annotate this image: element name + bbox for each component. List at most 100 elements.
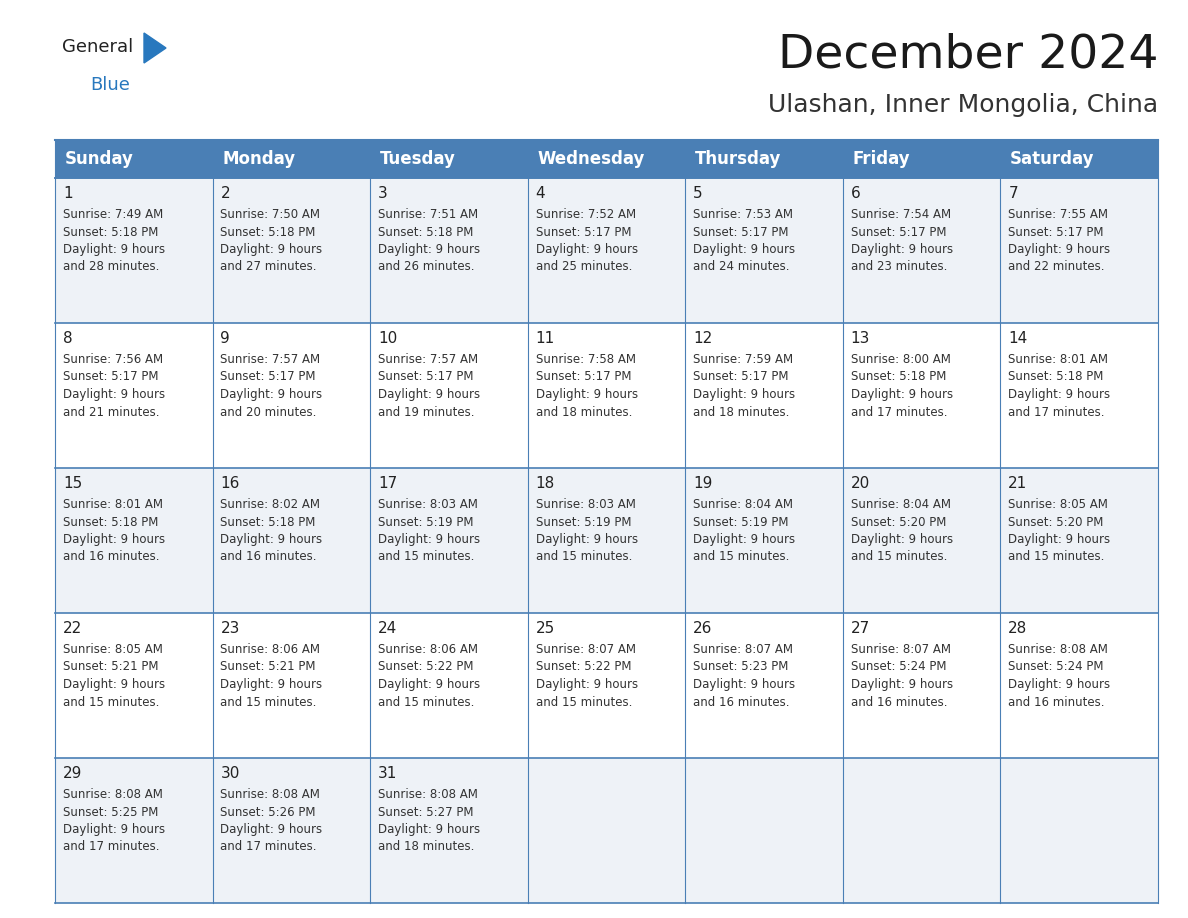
Bar — [1000, 613, 1158, 758]
Bar — [842, 140, 1000, 178]
Text: 18: 18 — [536, 476, 555, 491]
Text: 4: 4 — [536, 186, 545, 201]
Bar — [55, 468, 213, 613]
Text: Sunrise: 8:06 AM
Sunset: 5:21 PM
Daylight: 9 hours
and 15 minutes.: Sunrise: 8:06 AM Sunset: 5:21 PM Dayligh… — [221, 643, 323, 709]
Text: Ulashan, Inner Mongolia, China: Ulashan, Inner Mongolia, China — [767, 93, 1158, 117]
Text: Sunrise: 7:57 AM
Sunset: 5:17 PM
Daylight: 9 hours
and 19 minutes.: Sunrise: 7:57 AM Sunset: 5:17 PM Dayligh… — [378, 353, 480, 419]
Text: 23: 23 — [221, 621, 240, 636]
Bar — [527, 613, 685, 758]
Bar — [842, 178, 1000, 323]
Bar — [371, 140, 527, 178]
Bar — [371, 178, 527, 323]
Bar — [685, 178, 842, 323]
Text: 28: 28 — [1009, 621, 1028, 636]
Text: Sunrise: 8:08 AM
Sunset: 5:26 PM
Daylight: 9 hours
and 17 minutes.: Sunrise: 8:08 AM Sunset: 5:26 PM Dayligh… — [221, 788, 323, 854]
Text: Sunrise: 8:01 AM
Sunset: 5:18 PM
Daylight: 9 hours
and 17 minutes.: Sunrise: 8:01 AM Sunset: 5:18 PM Dayligh… — [1009, 353, 1111, 419]
Text: 9: 9 — [221, 331, 230, 346]
Text: Sunrise: 7:54 AM
Sunset: 5:17 PM
Daylight: 9 hours
and 23 minutes.: Sunrise: 7:54 AM Sunset: 5:17 PM Dayligh… — [851, 208, 953, 274]
Text: Sunrise: 8:07 AM
Sunset: 5:22 PM
Daylight: 9 hours
and 15 minutes.: Sunrise: 8:07 AM Sunset: 5:22 PM Dayligh… — [536, 643, 638, 709]
Text: Sunrise: 7:56 AM
Sunset: 5:17 PM
Daylight: 9 hours
and 21 minutes.: Sunrise: 7:56 AM Sunset: 5:17 PM Dayligh… — [63, 353, 165, 419]
Text: 29: 29 — [63, 766, 82, 781]
Bar — [1000, 758, 1158, 903]
Text: 26: 26 — [693, 621, 713, 636]
Text: Sunrise: 7:52 AM
Sunset: 5:17 PM
Daylight: 9 hours
and 25 minutes.: Sunrise: 7:52 AM Sunset: 5:17 PM Dayligh… — [536, 208, 638, 274]
Text: 24: 24 — [378, 621, 397, 636]
Text: Sunrise: 8:00 AM
Sunset: 5:18 PM
Daylight: 9 hours
and 17 minutes.: Sunrise: 8:00 AM Sunset: 5:18 PM Dayligh… — [851, 353, 953, 419]
Text: Sunrise: 8:03 AM
Sunset: 5:19 PM
Daylight: 9 hours
and 15 minutes.: Sunrise: 8:03 AM Sunset: 5:19 PM Dayligh… — [378, 498, 480, 564]
Text: December 2024: December 2024 — [777, 32, 1158, 77]
Text: Sunrise: 8:07 AM
Sunset: 5:24 PM
Daylight: 9 hours
and 16 minutes.: Sunrise: 8:07 AM Sunset: 5:24 PM Dayligh… — [851, 643, 953, 709]
Bar — [213, 758, 371, 903]
Bar — [371, 468, 527, 613]
Polygon shape — [144, 33, 166, 63]
Bar — [685, 140, 842, 178]
Text: 19: 19 — [693, 476, 713, 491]
Bar — [842, 323, 1000, 468]
Text: Sunrise: 7:51 AM
Sunset: 5:18 PM
Daylight: 9 hours
and 26 minutes.: Sunrise: 7:51 AM Sunset: 5:18 PM Dayligh… — [378, 208, 480, 274]
Text: 11: 11 — [536, 331, 555, 346]
Bar — [55, 613, 213, 758]
Text: Sunrise: 7:53 AM
Sunset: 5:17 PM
Daylight: 9 hours
and 24 minutes.: Sunrise: 7:53 AM Sunset: 5:17 PM Dayligh… — [693, 208, 795, 274]
Text: 2: 2 — [221, 186, 230, 201]
Bar — [213, 178, 371, 323]
Text: 15: 15 — [63, 476, 82, 491]
Text: 30: 30 — [221, 766, 240, 781]
Bar — [527, 140, 685, 178]
Bar — [1000, 140, 1158, 178]
Text: 12: 12 — [693, 331, 713, 346]
Text: 27: 27 — [851, 621, 870, 636]
Text: Sunrise: 8:01 AM
Sunset: 5:18 PM
Daylight: 9 hours
and 16 minutes.: Sunrise: 8:01 AM Sunset: 5:18 PM Dayligh… — [63, 498, 165, 564]
Text: 14: 14 — [1009, 331, 1028, 346]
Bar — [685, 468, 842, 613]
Text: Tuesday: Tuesday — [380, 150, 455, 168]
Text: Sunrise: 8:04 AM
Sunset: 5:19 PM
Daylight: 9 hours
and 15 minutes.: Sunrise: 8:04 AM Sunset: 5:19 PM Dayligh… — [693, 498, 795, 564]
Bar — [842, 758, 1000, 903]
Bar — [213, 140, 371, 178]
Text: 31: 31 — [378, 766, 398, 781]
Text: Sunrise: 8:07 AM
Sunset: 5:23 PM
Daylight: 9 hours
and 16 minutes.: Sunrise: 8:07 AM Sunset: 5:23 PM Dayligh… — [693, 643, 795, 709]
Text: 7: 7 — [1009, 186, 1018, 201]
Text: Sunrise: 8:08 AM
Sunset: 5:27 PM
Daylight: 9 hours
and 18 minutes.: Sunrise: 8:08 AM Sunset: 5:27 PM Dayligh… — [378, 788, 480, 854]
Text: Sunrise: 7:59 AM
Sunset: 5:17 PM
Daylight: 9 hours
and 18 minutes.: Sunrise: 7:59 AM Sunset: 5:17 PM Dayligh… — [693, 353, 795, 419]
Text: 3: 3 — [378, 186, 387, 201]
Text: 17: 17 — [378, 476, 397, 491]
Bar — [213, 323, 371, 468]
Text: 1: 1 — [63, 186, 72, 201]
Text: Friday: Friday — [852, 150, 910, 168]
Bar — [55, 140, 213, 178]
Text: Sunrise: 7:50 AM
Sunset: 5:18 PM
Daylight: 9 hours
and 27 minutes.: Sunrise: 7:50 AM Sunset: 5:18 PM Dayligh… — [221, 208, 323, 274]
Bar — [55, 178, 213, 323]
Text: 21: 21 — [1009, 476, 1028, 491]
Bar — [55, 323, 213, 468]
Text: 13: 13 — [851, 331, 870, 346]
Text: 22: 22 — [63, 621, 82, 636]
Text: 10: 10 — [378, 331, 397, 346]
Text: Sunrise: 8:08 AM
Sunset: 5:24 PM
Daylight: 9 hours
and 16 minutes.: Sunrise: 8:08 AM Sunset: 5:24 PM Dayligh… — [1009, 643, 1111, 709]
Bar — [527, 758, 685, 903]
Text: 8: 8 — [63, 331, 72, 346]
Bar — [213, 613, 371, 758]
Text: Sunrise: 8:04 AM
Sunset: 5:20 PM
Daylight: 9 hours
and 15 minutes.: Sunrise: 8:04 AM Sunset: 5:20 PM Dayligh… — [851, 498, 953, 564]
Text: Sunrise: 7:57 AM
Sunset: 5:17 PM
Daylight: 9 hours
and 20 minutes.: Sunrise: 7:57 AM Sunset: 5:17 PM Dayligh… — [221, 353, 323, 419]
Bar — [1000, 178, 1158, 323]
Bar — [1000, 323, 1158, 468]
Text: Monday: Monday — [222, 150, 295, 168]
Bar — [527, 468, 685, 613]
Bar — [685, 323, 842, 468]
Text: General: General — [62, 38, 133, 56]
Bar — [527, 323, 685, 468]
Bar — [842, 613, 1000, 758]
Text: Sunrise: 8:08 AM
Sunset: 5:25 PM
Daylight: 9 hours
and 17 minutes.: Sunrise: 8:08 AM Sunset: 5:25 PM Dayligh… — [63, 788, 165, 854]
Text: Thursday: Thursday — [695, 150, 782, 168]
Bar — [371, 613, 527, 758]
Text: Sunrise: 7:58 AM
Sunset: 5:17 PM
Daylight: 9 hours
and 18 minutes.: Sunrise: 7:58 AM Sunset: 5:17 PM Dayligh… — [536, 353, 638, 419]
Bar — [842, 468, 1000, 613]
Text: Sunrise: 8:05 AM
Sunset: 5:20 PM
Daylight: 9 hours
and 15 minutes.: Sunrise: 8:05 AM Sunset: 5:20 PM Dayligh… — [1009, 498, 1111, 564]
Text: Sunday: Sunday — [64, 150, 133, 168]
Bar — [371, 758, 527, 903]
Text: 20: 20 — [851, 476, 870, 491]
Text: Wednesday: Wednesday — [537, 150, 645, 168]
Bar — [1000, 468, 1158, 613]
Text: Sunrise: 7:49 AM
Sunset: 5:18 PM
Daylight: 9 hours
and 28 minutes.: Sunrise: 7:49 AM Sunset: 5:18 PM Dayligh… — [63, 208, 165, 274]
Bar — [371, 323, 527, 468]
